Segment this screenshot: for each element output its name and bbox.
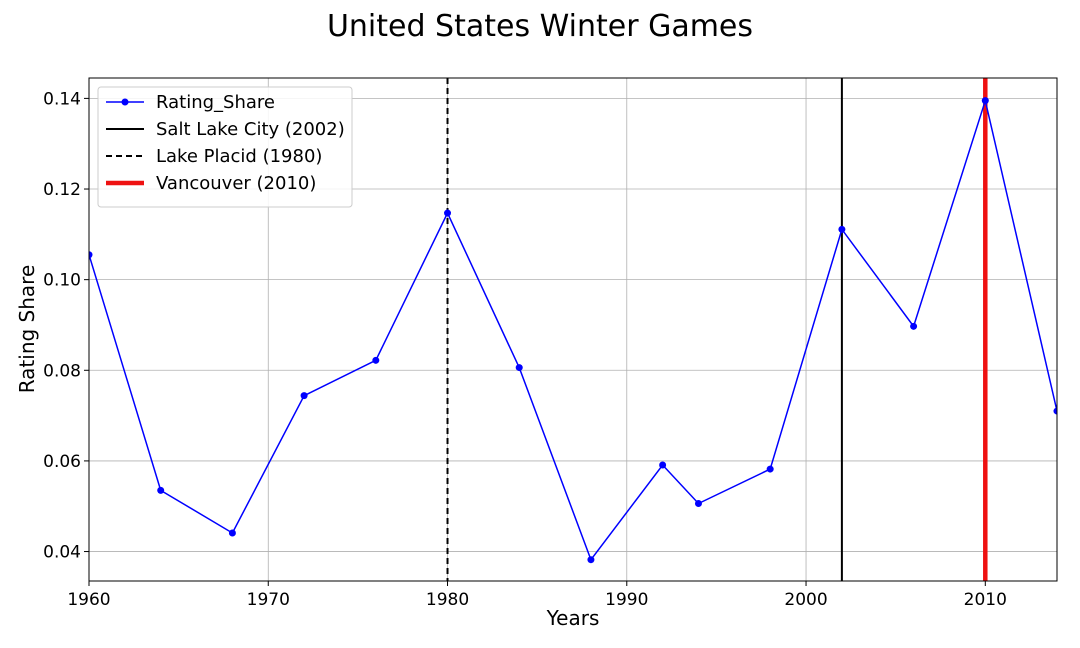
data-point-0-9 bbox=[694, 500, 702, 508]
data-point-0-14 bbox=[1053, 407, 1057, 415]
data-point-0-10 bbox=[766, 465, 774, 473]
data-point-0-7 bbox=[587, 556, 595, 564]
plot-contents bbox=[89, 78, 1057, 581]
legend: Rating_Share Salt Lake City (2002) Lake Pl… bbox=[97, 86, 353, 208]
y-axis-label: Rating Share bbox=[15, 265, 39, 394]
data-point-0-8 bbox=[659, 461, 667, 469]
x-tick-label-5: 2010 bbox=[964, 590, 1007, 610]
y-tick-label-5: 0.14 bbox=[43, 89, 81, 109]
data-point-0-3 bbox=[300, 392, 308, 400]
data-point-0-11 bbox=[838, 225, 846, 233]
data-point-0-6 bbox=[515, 364, 523, 372]
legend-box bbox=[97, 86, 353, 208]
x-tick-label-3: 1990 bbox=[605, 590, 648, 610]
y-tick-label-3: 0.10 bbox=[43, 271, 81, 291]
data-point-0-1 bbox=[157, 486, 165, 494]
data-point-0-2 bbox=[228, 529, 236, 537]
plot-frame bbox=[88, 77, 1058, 582]
legend-label-2: Lake Placid (1980) bbox=[156, 146, 322, 167]
x-axis-label: Years bbox=[546, 606, 600, 630]
legend-marker-0 bbox=[121, 98, 129, 106]
data-point-0-12 bbox=[910, 322, 918, 330]
x-tick-label-0: 1960 bbox=[67, 590, 110, 610]
y-tick-label-2: 0.08 bbox=[43, 361, 81, 381]
data-point-0-4 bbox=[372, 356, 380, 364]
data-point-0-5 bbox=[444, 209, 452, 217]
chart-title: United States Winter Games bbox=[327, 9, 753, 44]
x-tick-label-4: 2000 bbox=[784, 590, 827, 610]
y-tick-label-1: 0.06 bbox=[43, 452, 81, 472]
legend-label-0: Rating_Share bbox=[156, 92, 275, 113]
x-tick-label-2: 1980 bbox=[426, 590, 469, 610]
y-tick-label-0: 0.04 bbox=[43, 543, 81, 563]
data-point-0-0 bbox=[89, 251, 93, 259]
x-tick-label-1: 1970 bbox=[247, 590, 290, 610]
data-point-0-13 bbox=[981, 97, 989, 105]
legend-label-3: Vancouver (2010) bbox=[156, 173, 316, 194]
legend-label-1: Salt Lake City (2002) bbox=[156, 119, 345, 140]
y-tick-label-4: 0.12 bbox=[43, 180, 81, 200]
